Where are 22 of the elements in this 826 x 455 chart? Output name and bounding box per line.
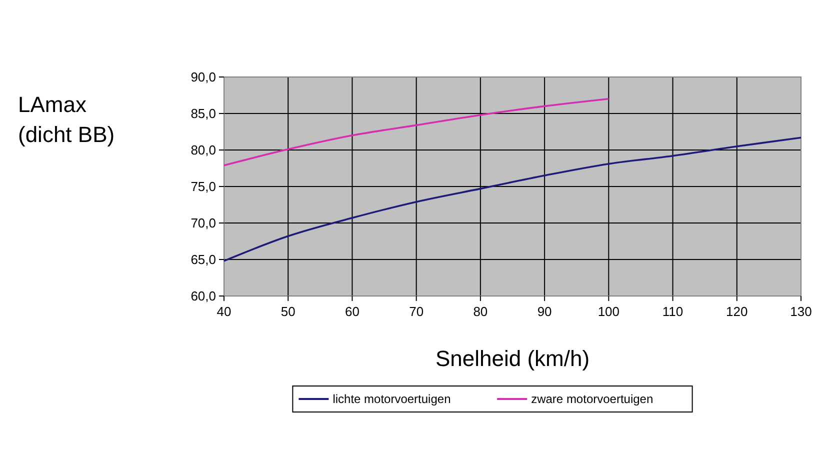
y-tick-label: 85,0 <box>190 106 216 122</box>
x-tick-label: 100 <box>598 304 620 319</box>
x-tick-label: 120 <box>726 304 748 319</box>
y-tick-label: 65,0 <box>190 252 216 268</box>
x-tick-label: 90 <box>537 304 552 319</box>
y-tick-label: 80,0 <box>190 142 216 158</box>
x-tick-label: 80 <box>473 304 488 319</box>
x-tick-label: 70 <box>409 304 424 319</box>
x-axis-title: Snelheid (km/h) <box>435 346 590 371</box>
y-tick-label: 75,0 <box>190 179 216 194</box>
legend-label: zware motorvoertuigen <box>531 392 654 406</box>
y-tick-label: 90,0 <box>190 70 216 85</box>
x-tick-label: 40 <box>216 304 232 319</box>
x-tick-label: 60 <box>344 304 360 319</box>
y-tick-label: 60,0 <box>190 288 216 304</box>
x-tick-label: 110 <box>662 304 684 319</box>
y-axis-title: LAmax (dicht BB) <box>18 92 115 147</box>
legend-label: lichte motorvoertuigen <box>332 392 451 406</box>
y-tick-label: 70,0 <box>190 216 216 231</box>
x-tick-label: 50 <box>280 304 296 319</box>
line-series <box>223 98 610 166</box>
x-tick-label: 130 <box>790 304 812 319</box>
